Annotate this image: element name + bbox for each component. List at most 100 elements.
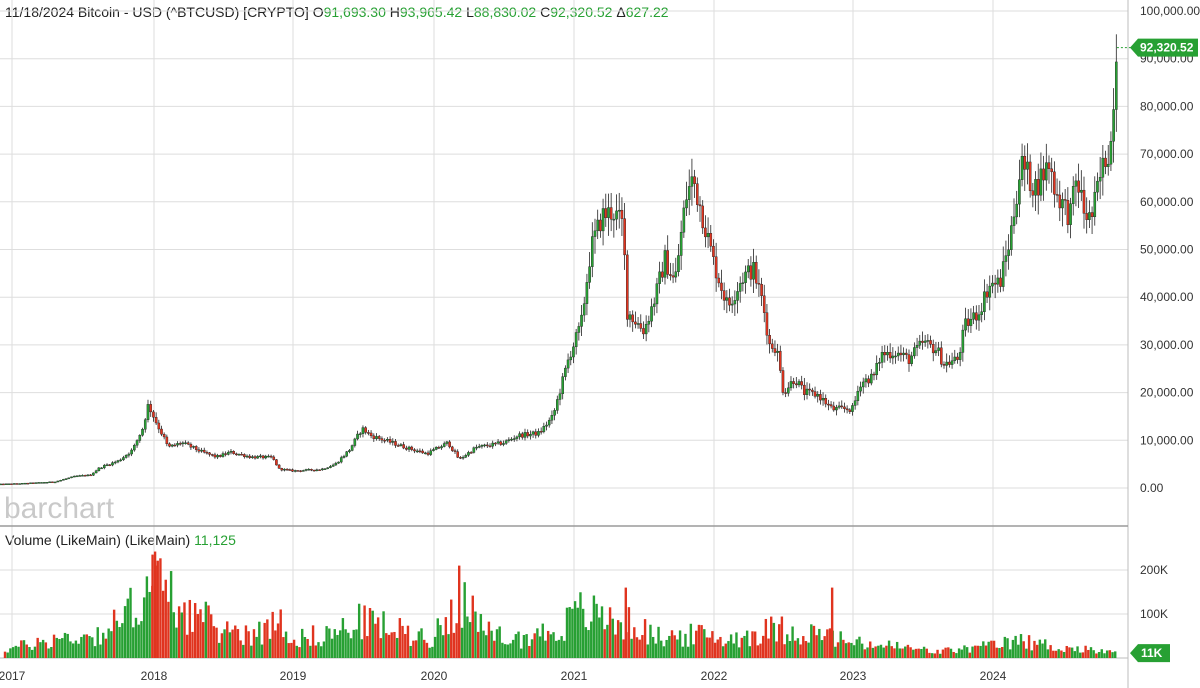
price-candle-body xyxy=(194,446,198,450)
price-candle-body xyxy=(837,405,841,408)
volume-bar xyxy=(452,632,456,658)
volume-bar xyxy=(732,643,735,658)
volume-bar xyxy=(901,648,904,658)
volume-bar xyxy=(3,651,7,658)
volume-bar xyxy=(595,603,598,658)
price-candle-body xyxy=(70,476,73,479)
volume-bar xyxy=(976,645,980,658)
price-candle-body xyxy=(1061,199,1064,209)
volume-bar xyxy=(20,640,23,658)
price-candle-body xyxy=(323,468,327,470)
price-candle-body xyxy=(448,441,451,448)
volume-spike-bar xyxy=(624,587,627,658)
price-tick-label: 40,000.00 xyxy=(1140,290,1194,304)
volume-bar xyxy=(385,633,388,658)
price-candle-body xyxy=(661,271,664,278)
volume-bar xyxy=(917,648,920,658)
volume-bar xyxy=(258,621,261,658)
volume-bar xyxy=(673,635,676,658)
volume-bar xyxy=(28,646,31,658)
price-candle-body xyxy=(848,409,852,412)
volume-bar xyxy=(201,622,205,658)
volume-bar xyxy=(536,628,539,658)
price-candle-body xyxy=(280,468,284,471)
price-candle-body xyxy=(413,449,416,452)
price-candle-body xyxy=(275,459,278,466)
high-value: 93,965.42 xyxy=(399,4,463,20)
price-candle-body xyxy=(1001,261,1005,287)
price-candle-body xyxy=(712,245,715,257)
volume-bar xyxy=(175,627,178,658)
price-candle-body xyxy=(496,441,500,444)
price-candle-body xyxy=(521,433,524,438)
volume-bar xyxy=(338,630,342,658)
volume-bar xyxy=(231,629,234,658)
price-candle-body xyxy=(320,468,324,471)
price-candle-body xyxy=(434,447,438,450)
volume-bar xyxy=(933,653,937,658)
volume-bar xyxy=(393,631,396,658)
volume-bar xyxy=(737,647,741,658)
price-candle-body xyxy=(872,373,876,376)
volume-bar xyxy=(320,646,323,658)
volume-bar xyxy=(188,599,192,658)
price-candle-body xyxy=(256,456,260,459)
volume-spike-bar xyxy=(830,587,834,658)
volume-bar xyxy=(643,619,647,658)
volume-bar xyxy=(1081,652,1085,658)
price-candle-body xyxy=(781,370,785,393)
volume-bar xyxy=(255,636,258,658)
price-candle-body xyxy=(1085,213,1088,220)
volume-bar xyxy=(555,640,558,658)
volume-bar xyxy=(871,647,875,658)
price-candle-body xyxy=(853,400,857,406)
volume-bar xyxy=(1006,638,1009,658)
volume-bar xyxy=(436,618,439,658)
price-candle-body xyxy=(67,477,71,480)
volume-bar xyxy=(616,620,620,658)
price-candle-body xyxy=(504,440,508,444)
price-candle-body xyxy=(749,265,753,280)
volume-bar xyxy=(654,643,658,658)
price-candle-body xyxy=(690,176,694,187)
price-candle-body xyxy=(26,482,30,485)
volume-bar xyxy=(1044,639,1047,658)
volume-bar xyxy=(460,627,464,658)
volume-bar xyxy=(761,635,765,658)
volume-bar xyxy=(727,641,730,658)
volume-label: Volume (LikeMain) (LikeMain) xyxy=(5,532,191,548)
price-candle-body xyxy=(886,352,889,356)
volume-bar xyxy=(371,610,374,658)
price-candle-body xyxy=(529,434,532,437)
price-candle-body xyxy=(133,444,136,451)
price-candle-body xyxy=(644,323,648,335)
volume-bar xyxy=(172,612,175,658)
volume-bar xyxy=(495,629,499,658)
volume-bar xyxy=(406,625,410,658)
price-candle-body xyxy=(940,347,943,365)
volume-bar xyxy=(850,642,853,658)
price-candle-body xyxy=(985,291,989,298)
volume-bar xyxy=(503,644,507,658)
volume-bar xyxy=(148,591,151,658)
price-candle-body xyxy=(399,444,403,446)
volume-bar xyxy=(112,609,116,658)
volume-bar xyxy=(66,633,69,658)
volume-bar xyxy=(474,611,477,658)
price-candle-body xyxy=(518,433,521,438)
volume-bar xyxy=(703,629,706,658)
price-candle-body xyxy=(369,432,373,437)
volume-bar xyxy=(215,627,218,658)
price-candle-body xyxy=(620,209,624,219)
price-candle-body xyxy=(72,475,76,478)
price-candle-body xyxy=(291,469,294,472)
price-candle-body xyxy=(693,176,696,184)
volume-bar xyxy=(439,625,442,658)
price-candle-body xyxy=(302,470,305,472)
volume-bar xyxy=(82,634,86,658)
price-candle-body xyxy=(178,443,182,445)
volume-bar xyxy=(390,632,393,658)
price-candle-body xyxy=(752,262,755,280)
price-candle-body xyxy=(964,318,967,331)
price-candle-body xyxy=(800,381,803,386)
